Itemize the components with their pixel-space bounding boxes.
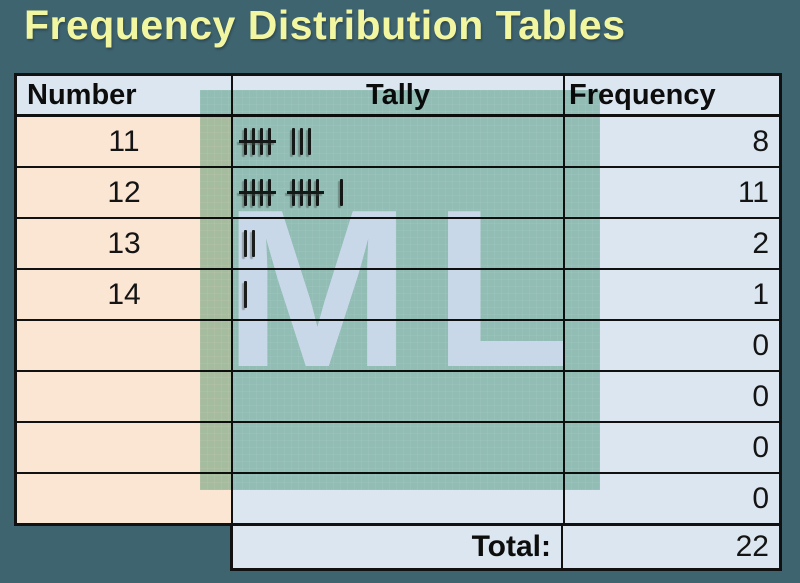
tally-cell	[233, 321, 565, 370]
page-title: Frequency Distribution Tables	[24, 2, 626, 48]
number-cell	[17, 321, 233, 370]
header-frequency: Frequency	[569, 78, 716, 111]
tally-cell	[233, 168, 565, 217]
tally-bar	[244, 230, 247, 257]
tally-cell	[233, 474, 565, 523]
tally-strike	[287, 191, 324, 194]
frequency-cell: 1	[565, 270, 779, 319]
table-header-row: Number Tally Frequency	[17, 76, 779, 117]
tally-marks	[290, 128, 313, 155]
frequency-cell: 0	[565, 423, 779, 472]
tally-bar	[308, 128, 311, 155]
tally-bar	[300, 128, 303, 155]
total-value: 22	[735, 530, 769, 563]
header-tally: Tally	[233, 76, 565, 114]
tally-cell	[233, 219, 565, 268]
tally-marks	[338, 179, 345, 206]
tally-bar	[244, 281, 247, 308]
number-cell: 11	[17, 117, 233, 166]
tally-cell	[233, 423, 565, 472]
table-row: 13 2	[17, 219, 779, 270]
table-row: 14 1	[17, 270, 779, 321]
tally-group-of-five	[239, 128, 276, 155]
tally-marks	[242, 230, 257, 257]
number-cell: 13	[17, 219, 233, 268]
table-row: 0	[17, 423, 779, 474]
frequency-cell: 8	[565, 117, 779, 166]
frequency-cell: 0	[565, 372, 779, 421]
table-row: 11 8	[17, 117, 779, 168]
table-row: 12 11	[17, 168, 779, 219]
number-cell: 14	[17, 270, 233, 319]
frequency-cell: 0	[565, 474, 779, 523]
tally-strike	[239, 191, 276, 194]
table-row: 0	[17, 474, 779, 523]
number-cell	[17, 474, 233, 523]
table-body: 11 8 12 11 13 2 14 1 0 0 0 0	[17, 117, 779, 523]
frequency-cell: 2	[565, 219, 779, 268]
frequency-table-main: Number Tally Frequency 11 8 12 11 13 2 14 1 0 0 0 0	[14, 73, 782, 526]
tally-cell	[233, 117, 565, 166]
tally-group-of-five	[239, 179, 276, 206]
header-number: Number	[17, 76, 233, 114]
frequency-cell: 11	[565, 168, 779, 217]
number-cell	[17, 372, 233, 421]
frequency-table: Number Tally Frequency 11 8 12 11 13 2 14 1 0 0 0 0…	[14, 73, 782, 571]
tally-bar	[340, 179, 343, 206]
tally-cell	[233, 270, 565, 319]
tally-strike	[239, 140, 276, 143]
frequency-cell: 0	[565, 321, 779, 370]
table-row: 0	[17, 372, 779, 423]
total-row: Total: 22	[230, 526, 782, 571]
tally-bar	[292, 128, 295, 155]
table-row: 0	[17, 321, 779, 372]
number-cell	[17, 423, 233, 472]
tally-bar	[252, 230, 255, 257]
tally-marks	[242, 281, 249, 308]
total-label: Total:	[233, 526, 563, 568]
tally-cell	[233, 372, 565, 421]
number-cell: 12	[17, 168, 233, 217]
tally-group-of-five	[287, 179, 324, 206]
